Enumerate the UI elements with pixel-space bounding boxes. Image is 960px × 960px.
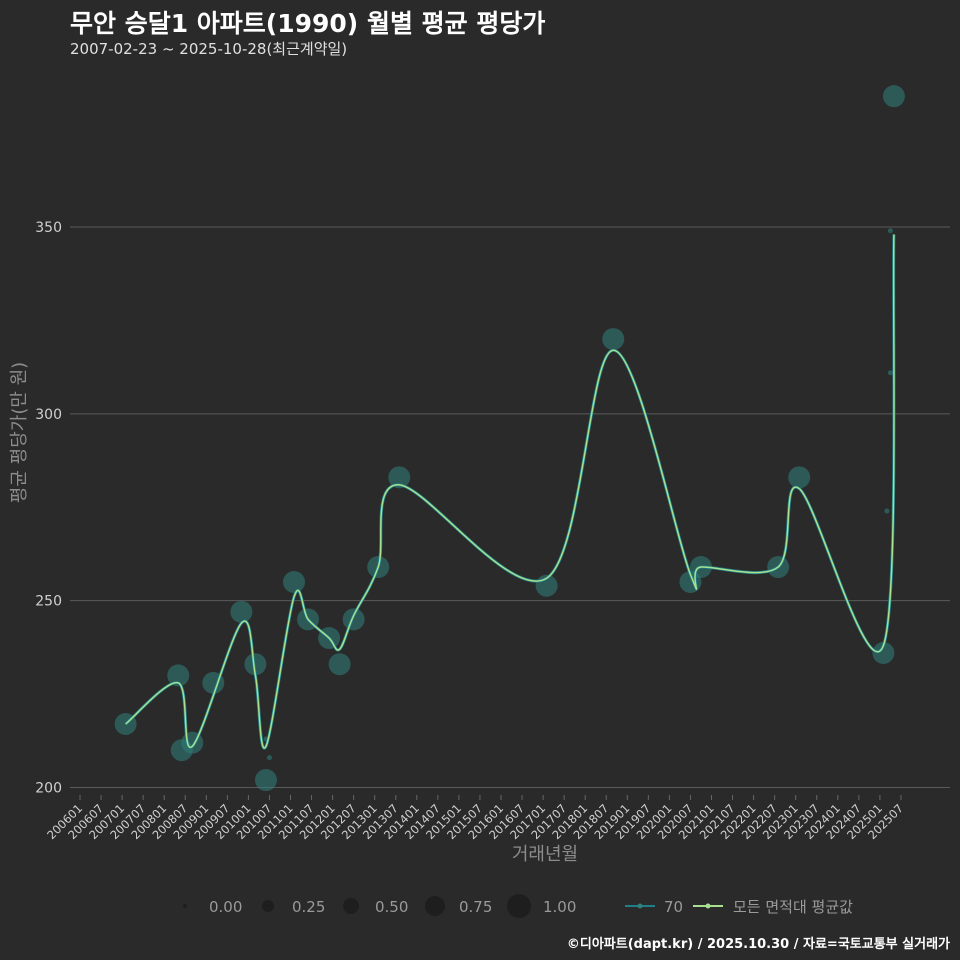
data-point (244, 653, 267, 676)
data-points (114, 85, 905, 792)
size-legend-circle (262, 900, 274, 912)
grid-lines (70, 226, 950, 789)
series-lines (124, 234, 896, 750)
legend-key-dot-70 (637, 903, 643, 909)
source-caption: ©디아파트(dapt.kr) / 2025.10.30 / 자료=국토교통부 실… (566, 937, 950, 952)
data-point (328, 653, 351, 676)
data-point (342, 608, 365, 631)
size-legend-label: 0.00 (209, 898, 242, 916)
legend-label-average: 모든 면적대 평균값 (733, 898, 853, 916)
chart-title: 무안 승달1 아파트(1990) 월별 평균 평당가 (70, 9, 546, 38)
data-point (266, 755, 272, 761)
x-axis-ticks: 2006012006072007012007072008012008072009… (44, 795, 906, 842)
y-tick-label: 200 (35, 781, 62, 797)
y-axis-title: 평균 평당가(만 원) (9, 362, 30, 503)
data-point (887, 228, 893, 234)
y-axis-ticks: 200 250 300 350 (35, 220, 62, 797)
size-legend-circle (507, 894, 531, 918)
data-point (283, 570, 306, 593)
y-tick-label: 250 (35, 594, 62, 610)
data-point (230, 600, 253, 623)
data-point (788, 466, 811, 489)
size-legend-label: 0.75 (459, 898, 492, 916)
x-axis-title: 거래년월 (512, 844, 578, 865)
y-tick-label: 300 (35, 407, 62, 423)
size-legend-label: 1.00 (543, 898, 576, 916)
data-point (872, 641, 895, 664)
data-point (887, 370, 893, 376)
data-point (882, 85, 905, 108)
legend-label-70: 70 (664, 898, 683, 916)
size-legend-circle (343, 898, 359, 914)
size-legend-circle (183, 904, 187, 908)
series-line-70 (124, 234, 896, 750)
legend-key-dot-average (705, 903, 711, 909)
size-legend-label: 0.50 (375, 898, 408, 916)
data-point (602, 328, 625, 351)
chart-subtitle: 2007-02-23 ~ 2025-10-28(최근계약일) (70, 40, 348, 58)
data-point (167, 664, 190, 687)
data-point (388, 466, 411, 489)
data-point (254, 769, 277, 792)
size-legend-label: 0.25 (292, 898, 325, 916)
size-legend-circle (425, 896, 445, 916)
legend: 0.00 0.25 0.50 0.75 1.00 70 모든 면적대 평균값 (183, 894, 853, 918)
series-line-average (125, 234, 895, 749)
data-point (884, 508, 890, 514)
y-tick-label: 350 (35, 220, 62, 236)
